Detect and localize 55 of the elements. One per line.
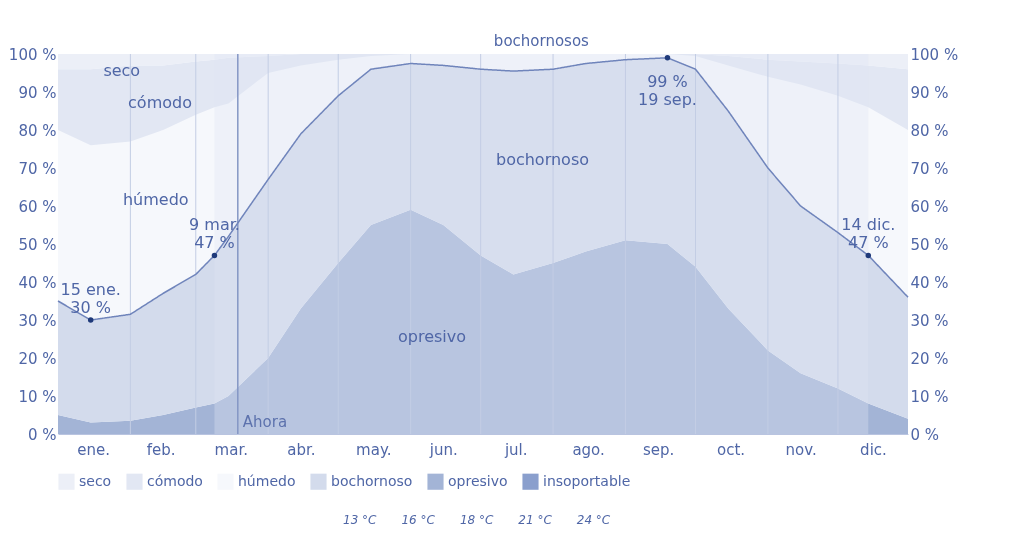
ref-line-label: Ahora bbox=[242, 413, 288, 431]
annotation: 14 dic. 47 % bbox=[841, 215, 896, 253]
x-tick-label: may. bbox=[356, 440, 392, 459]
text: 24 °C bbox=[576, 513, 611, 527]
y-tick-label: 100 % bbox=[8, 45, 57, 64]
legend-label: seco bbox=[79, 472, 112, 489]
x-tick-label: feb. bbox=[146, 440, 176, 459]
x-tick-label: jul. bbox=[503, 440, 528, 459]
x-tick-label: jun. bbox=[428, 440, 458, 459]
x-tick-label: dic. bbox=[860, 440, 887, 459]
x-tick-label: ene. bbox=[77, 440, 110, 459]
text: 21 °C bbox=[518, 513, 553, 527]
annotation: cómodo bbox=[128, 93, 192, 113]
text: 16 °C bbox=[401, 513, 436, 527]
y2-tick-label: 40 % bbox=[910, 273, 949, 292]
legend-label: húmedo bbox=[238, 472, 296, 489]
y2-tick-label: 50 % bbox=[910, 235, 949, 254]
x-tick-label: oct. bbox=[716, 440, 746, 459]
annotation: 99 % 19 sep. bbox=[638, 71, 697, 109]
y-tick-label: 0 % bbox=[27, 425, 57, 444]
y-tick-label: 40 % bbox=[18, 273, 57, 292]
y-tick-label: 60 % bbox=[18, 197, 57, 216]
y-tick-label: 30 % bbox=[18, 311, 57, 330]
y-tick-label: 10 % bbox=[18, 387, 57, 406]
y2-tick-label: 30 % bbox=[910, 311, 949, 330]
x-tick-label: abr. bbox=[287, 440, 316, 459]
y2-tick-label: 10 % bbox=[910, 387, 949, 406]
text: 13 °C bbox=[343, 513, 378, 527]
y2-tick-label: 60 % bbox=[910, 197, 949, 216]
legend-label: insoportable bbox=[543, 472, 631, 489]
x-tick-label: nov. bbox=[785, 440, 817, 459]
annotation: seco bbox=[103, 61, 141, 81]
y-tick-label: 20 % bbox=[18, 349, 57, 368]
y2-tick-label: 90 % bbox=[910, 83, 949, 102]
band-label: bochornosos bbox=[493, 32, 590, 50]
y2-tick-label: 70 % bbox=[910, 159, 949, 178]
y2-tick-label: 0 % bbox=[910, 425, 940, 444]
x-tick-label: ago. bbox=[572, 440, 605, 459]
y-tick-label: 90 % bbox=[18, 83, 57, 102]
y-tick-label: 70 % bbox=[18, 159, 57, 178]
annotation: opresivo bbox=[397, 327, 467, 347]
text: 18 °C bbox=[459, 513, 494, 527]
y2-tick-label: 80 % bbox=[910, 121, 949, 140]
x-tick-label: mar. bbox=[214, 440, 248, 459]
y2-tick-label: 20 % bbox=[910, 349, 949, 368]
y-tick-label: 50 % bbox=[18, 235, 57, 254]
annotation: húmedo bbox=[122, 190, 189, 210]
y2-tick-label: 100 % bbox=[910, 45, 959, 64]
legend-label: cómodo bbox=[147, 472, 203, 489]
annotation: 15 ene. 30 % bbox=[60, 280, 121, 317]
legend-label: bochornoso bbox=[331, 472, 413, 489]
legend-label: opresivo bbox=[448, 472, 508, 489]
y-tick-label: 80 % bbox=[18, 121, 57, 140]
annotation: bochornoso bbox=[495, 150, 590, 170]
x-tick-label: sep. bbox=[642, 440, 675, 459]
